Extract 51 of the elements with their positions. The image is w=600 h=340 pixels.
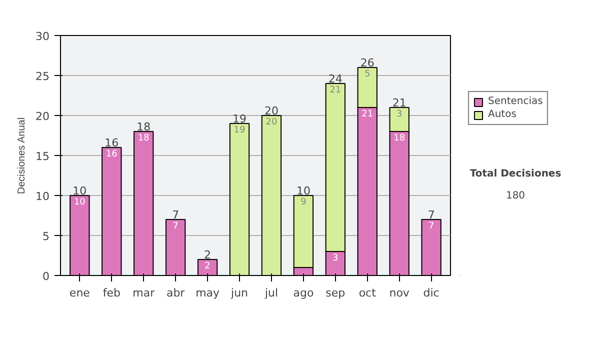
total-label: 20 [264,104,278,118]
x-tick-label: nov [389,286,410,300]
text: 180 [506,190,526,202]
y-axis-title: Decisiones Anual [16,117,28,194]
y-tick-label: 10 [36,190,50,203]
data-label: 18 [394,134,406,144]
text: Total Decisiones [470,168,562,180]
x-tick-label: sep [326,286,346,300]
total-label: 10 [72,184,87,198]
x-tick-label: oct [358,286,377,300]
total-label: 10 [296,184,310,198]
x-tick-label: dic [423,286,440,300]
total-label: 19 [232,112,247,126]
data-label: 3 [396,110,402,120]
x-tick-label: ene [69,286,90,300]
y-tick-label: 25 [36,70,50,83]
data-label: 21 [330,86,342,96]
data-label: 10 [74,198,86,208]
data-label: 7 [428,222,434,232]
data-label: 2 [204,262,210,272]
total-label: 21 [392,96,406,110]
y-tick-label: 15 [36,150,50,163]
data-label: 21 [362,110,374,120]
total-label: 7 [172,208,180,222]
x-tick-label: ago [293,286,314,300]
data-label: 19 [234,126,246,136]
total-label: 16 [104,136,119,150]
y-tick-label: 0 [42,270,50,283]
data-label: 18 [138,134,150,144]
x-tick-label: abr [166,286,186,300]
data-label: 20 [266,118,278,128]
y-tick-label: 20 [36,110,50,123]
data-label: 9 [300,198,307,208]
data-label: 3 [332,254,338,264]
data-label: 16 [106,150,118,160]
y-tick-label: 5 [42,230,50,243]
data-label: 5 [364,70,370,80]
total-label: 2 [204,248,212,262]
data-label: 7 [172,222,178,232]
legend-label: Sentencias [488,96,543,107]
total-label: 18 [136,120,151,134]
x-tick-label: mar [132,286,156,300]
legend-label: Autos [488,109,516,120]
total-label: 26 [360,56,374,70]
x-tick-label: feb [102,286,120,300]
x-tick-label: jul [264,286,278,300]
x-tick-label: jun [230,286,248,300]
total-label: 7 [428,208,435,222]
total-label: 24 [328,72,342,86]
y-tick-label: 30 [36,30,50,43]
x-tick-label: may [196,286,220,300]
